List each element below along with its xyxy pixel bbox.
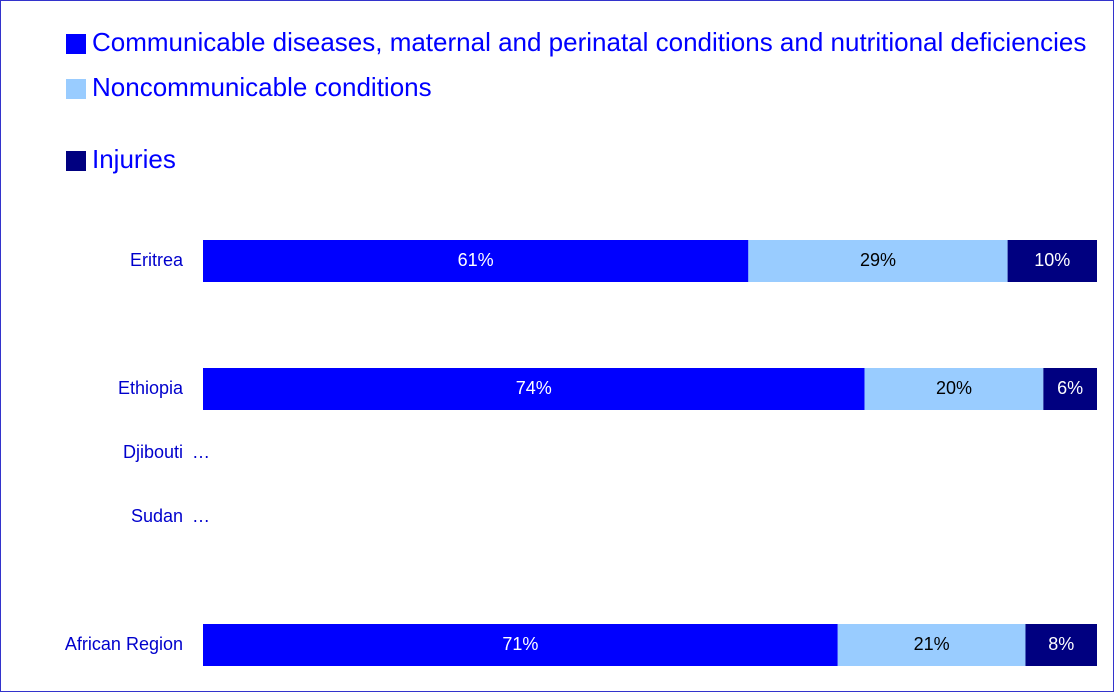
bar-segment <box>1025 624 1097 666</box>
value-label: 20% <box>936 378 972 398</box>
legend-label: Noncommunicable conditions <box>92 72 432 102</box>
legend-entry: Communicable diseases, maternal and peri… <box>66 26 1096 58</box>
y-tick-label: Djibouti <box>123 442 183 462</box>
bar-segment <box>1007 240 1097 282</box>
value-label: 74% <box>516 378 552 398</box>
bar-segment <box>203 624 838 666</box>
value-label: 61% <box>458 250 494 270</box>
legend-label: Communicable diseases, maternal and peri… <box>92 27 1087 57</box>
y-tick-label: Ethiopia <box>118 378 184 398</box>
y-tick-label: Eritrea <box>130 250 184 270</box>
bar-segment <box>748 240 1008 282</box>
bar-segment <box>203 240 749 282</box>
legend-label: Injuries <box>92 144 176 174</box>
value-label: 10% <box>1034 250 1070 270</box>
value-label: 21% <box>914 634 950 654</box>
value-label: 6% <box>1057 378 1083 398</box>
legend: Communicable diseases, maternal and peri… <box>66 26 1096 175</box>
value-label: … <box>192 442 210 462</box>
value-label: 29% <box>860 250 896 270</box>
legend-entry: Injuries <box>66 143 1096 175</box>
y-tick-label: African Region <box>65 634 183 654</box>
bar-segment <box>1043 368 1097 410</box>
bar-segment <box>203 368 865 410</box>
legend-swatch <box>66 151 86 171</box>
legend-entry: Noncommunicable conditions <box>66 71 1096 103</box>
legend-swatch <box>66 34 86 54</box>
y-tick-label: Sudan <box>131 506 183 526</box>
value-label: … <box>192 506 210 526</box>
bar-segment <box>837 624 1026 666</box>
value-label: 8% <box>1048 634 1074 654</box>
legend-swatch <box>66 79 86 99</box>
bar-segment <box>864 368 1044 410</box>
value-label: 71% <box>502 634 538 654</box>
